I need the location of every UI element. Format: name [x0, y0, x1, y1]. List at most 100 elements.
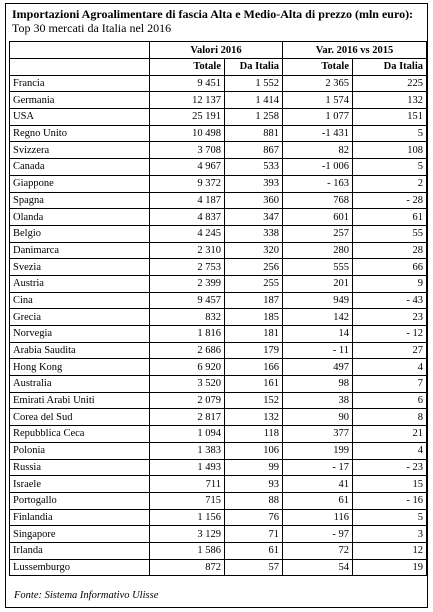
table-row: Francia 9 451 1 552 2 365 225: [9, 74, 427, 93]
country-cell: Australia: [9, 375, 150, 393]
table-row: Svezia 2 753 256 555 66: [9, 258, 427, 276]
column-header: Da Italia: [352, 58, 427, 76]
value-cell: 161: [224, 375, 283, 393]
table-row: Regno Unito 10 498 881 -1 431 5: [9, 124, 427, 143]
group-header: Valori 2016: [149, 41, 283, 59]
value-cell: - 16: [352, 491, 427, 510]
table-row: Corea del Sud 2 817 132 90 8: [9, 408, 427, 427]
value-cell: 55: [352, 224, 427, 243]
value-cell: 61: [352, 208, 427, 226]
table-row: Danimarca 2 310 320 280 28: [9, 241, 427, 260]
table-row: Israele 711 93 41 15: [9, 475, 427, 493]
value-cell: 2 365: [282, 74, 353, 93]
value-cell: 108: [352, 141, 427, 160]
value-cell: 2 686: [149, 341, 225, 360]
value-cell: 132: [224, 408, 283, 427]
country-cell: Canada: [9, 158, 150, 176]
value-cell: 280: [282, 241, 353, 260]
value-cell: 15: [352, 475, 427, 493]
country-cell: Corea del Sud: [9, 408, 150, 427]
country-cell: Repubblica Ceca: [9, 425, 150, 443]
value-cell: 118: [224, 425, 283, 443]
value-cell: 3 129: [149, 525, 225, 543]
value-cell: 5: [352, 508, 427, 527]
country-cell: Finlandia: [9, 508, 150, 527]
table-row: Singapore 3 129 71- 97 3: [9, 525, 427, 543]
country-cell: Belgio: [9, 224, 150, 243]
table-row: Belgio 4 245 338 257 55: [9, 224, 427, 243]
value-cell: 1 586: [149, 541, 225, 560]
country-cell: Olanda: [9, 208, 150, 226]
value-cell: 1 258: [224, 108, 283, 126]
value-cell: 61: [282, 491, 353, 510]
value-cell: 72: [282, 541, 353, 560]
country-cell: Grecia: [9, 308, 150, 326]
value-cell: - 17: [282, 458, 353, 477]
value-cell: - 12: [352, 325, 427, 343]
group-header-row: Valori 2016 Var. 2016 vs 2015: [9, 41, 427, 59]
table-row: Polonia 1 383 106 199 4: [9, 441, 427, 460]
country-cell: Israele: [9, 475, 150, 493]
value-cell: 768: [282, 191, 353, 210]
value-cell: - 43: [352, 291, 427, 310]
value-cell: 9 372: [149, 174, 225, 193]
value-cell: 3: [352, 525, 427, 543]
value-cell: 1 094: [149, 425, 225, 443]
value-cell: 71: [224, 525, 283, 543]
column-header: Totale: [282, 58, 353, 76]
column-header-row: Totale Da Italia Totale Da Italia: [9, 58, 427, 76]
value-cell: 41: [282, 475, 353, 493]
value-cell: 2 310: [149, 241, 225, 260]
value-cell: - 163: [282, 174, 353, 193]
value-cell: 872: [149, 558, 225, 577]
value-cell: 19: [352, 558, 427, 577]
value-cell: 23: [352, 308, 427, 326]
value-cell: 99: [224, 458, 283, 477]
country-cell: USA: [9, 108, 150, 126]
country-cell: Emirati Arabi Uniti: [9, 391, 150, 410]
table-row: Irlanda 1 586 61 72 12: [9, 541, 427, 560]
value-cell: 54: [282, 558, 353, 577]
value-cell: 12: [352, 541, 427, 560]
source-note: Fonte: Sistema Informativo Ulisse: [14, 590, 159, 601]
value-cell: 1 574: [282, 91, 353, 110]
value-cell: 5: [352, 124, 427, 143]
table-row: USA 25 191 1 258 1 077 151: [9, 108, 427, 126]
table-row: Portogallo 715 88 61- 16: [9, 491, 427, 510]
table-row: Lussemburgo 872 57 54 19: [9, 558, 427, 577]
value-cell: 2 079: [149, 391, 225, 410]
value-cell: 151: [352, 108, 427, 126]
table-row: Spagna 4 187 360 768- 28: [9, 191, 427, 210]
data-table: Valori 2016 Var. 2016 vs 2015 Totale Da I…: [9, 41, 427, 577]
value-cell: 142: [282, 308, 353, 326]
country-cell: Germania: [9, 91, 150, 110]
value-cell: 199: [282, 441, 353, 460]
table-body: Francia 9 451 1 552 2 365 225 Germania 12 137 1…: [9, 74, 427, 577]
value-cell: 257: [282, 224, 353, 243]
country-cell: Arabia Saudita: [9, 341, 150, 360]
value-cell: 25 191: [149, 108, 225, 126]
country-cell: Russia: [9, 458, 150, 477]
value-cell: - 28: [352, 191, 427, 210]
subtitle: Top 30 mercati da Italia nel 2016: [12, 21, 172, 35]
country-cell: Svizzera: [9, 141, 150, 160]
country-cell: Polonia: [9, 441, 150, 460]
value-cell: 4: [352, 441, 427, 460]
value-cell: 715: [149, 491, 225, 510]
country-cell: Singapore: [9, 525, 150, 543]
corner-cell: [9, 41, 150, 59]
value-cell: 1 493: [149, 458, 225, 477]
country-cell: Irlanda: [9, 541, 150, 560]
value-cell: 2 817: [149, 408, 225, 427]
value-cell: 88: [224, 491, 283, 510]
table-row: Grecia 832 185 142 23: [9, 308, 427, 326]
value-cell: 12 137: [149, 91, 225, 110]
value-cell: 4: [352, 358, 427, 377]
value-cell: 201: [282, 274, 353, 293]
table-row: Russia 1 493 99- 17- 23: [9, 458, 427, 477]
value-cell: 347: [224, 208, 283, 226]
value-cell: 9 451: [149, 74, 225, 93]
value-cell: 27: [352, 341, 427, 360]
value-cell: -1 006: [282, 158, 353, 176]
table-row: Hong Kong 6 920 166 497 4: [9, 358, 427, 377]
